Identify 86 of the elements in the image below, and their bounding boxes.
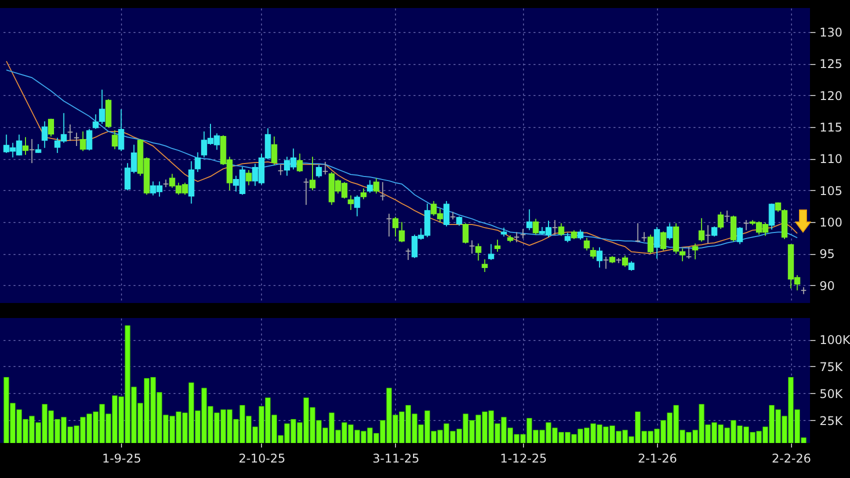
candlestick	[246, 170, 252, 186]
candlestick	[660, 230, 666, 251]
candlestick	[398, 221, 405, 243]
candlestick	[22, 136, 29, 156]
y-tick-label: 120	[820, 88, 842, 103]
y-tick-label: 125	[820, 57, 842, 72]
candlestick	[532, 218, 539, 236]
candlestick	[711, 226, 718, 238]
candlestick	[768, 203, 775, 230]
candlestick	[514, 232, 520, 243]
y-tick-label: 115	[820, 120, 842, 135]
candlestick	[86, 128, 92, 151]
candlestick	[648, 234, 654, 254]
candlestick	[494, 239, 500, 252]
candlestick	[596, 246, 603, 268]
candlestick	[366, 180, 373, 194]
candlestick	[692, 242, 698, 260]
y-tick-label: 105	[820, 184, 842, 198]
candlestick	[634, 222, 641, 243]
candlestick	[743, 220, 750, 231]
x-tick-label: 1-12-25	[500, 452, 547, 466]
x-tick-label: 2-10-25	[238, 452, 286, 466]
candlestick	[552, 220, 558, 236]
candlestick	[443, 200, 450, 227]
candlestick	[278, 164, 284, 176]
candlestick	[482, 258, 488, 272]
y-tick-label: 100	[820, 215, 842, 230]
candlestick	[392, 216, 398, 238]
candlestick	[564, 232, 571, 243]
candlestick	[686, 246, 692, 260]
y-tick-label: 95	[820, 247, 835, 262]
candlestick	[730, 215, 736, 242]
candlestick	[584, 237, 590, 251]
candlestick	[520, 228, 526, 239]
candlestick	[322, 161, 328, 175]
y-tick-label: 90	[820, 278, 835, 293]
candlestick	[386, 213, 392, 238]
candlestick	[380, 182, 386, 201]
candlestick	[80, 130, 86, 152]
x-tick-label: 2-1-26	[638, 452, 678, 466]
candlestick	[475, 242, 482, 262]
candlestick	[590, 246, 596, 260]
candlestick	[462, 222, 469, 244]
candlestick	[641, 232, 648, 242]
candlestick	[558, 222, 564, 236]
y-tick-label: 130	[820, 26, 842, 40]
candlestick	[405, 248, 412, 260]
candlestick	[577, 229, 584, 240]
candlestick	[622, 255, 628, 268]
candlestick	[316, 164, 322, 178]
x-tick-label: 1-9-25	[102, 452, 142, 466]
candlestick	[118, 108, 124, 152]
candlestick	[360, 188, 367, 200]
candlestick	[48, 118, 54, 138]
candlestick	[373, 178, 380, 194]
candlestick	[303, 178, 310, 206]
y-tick-label: 110	[820, 152, 842, 166]
candlestick	[310, 156, 316, 191]
x-tick-label: 3-11-25	[372, 452, 420, 466]
candlestick	[354, 194, 360, 217]
candlestick	[602, 256, 609, 270]
candlestick	[456, 216, 462, 226]
candlestick	[468, 240, 475, 254]
candlestick	[654, 226, 660, 260]
candlestick	[28, 138, 35, 164]
candlestick	[628, 260, 634, 272]
candlestick	[296, 153, 303, 172]
candlestick	[74, 132, 80, 147]
candlestick	[718, 211, 724, 230]
candlestick	[348, 194, 354, 210]
candlestick	[526, 208, 532, 231]
candlestick	[42, 120, 48, 148]
candlestick	[736, 226, 743, 245]
candlestick	[271, 136, 278, 166]
candlestick	[724, 210, 730, 222]
y-tick-label: 25K	[820, 414, 844, 428]
candlestick	[67, 124, 74, 142]
candlestick	[112, 130, 118, 150]
y-tick-label: 75K	[820, 360, 844, 374]
candlestick	[698, 218, 705, 242]
candlestick	[666, 222, 673, 240]
candlestick	[488, 244, 494, 260]
candlestick	[704, 224, 711, 244]
candlestick	[194, 152, 201, 172]
y-tick-label: 50K	[820, 386, 844, 401]
x-tick-label: 2-2-26	[772, 452, 811, 466]
